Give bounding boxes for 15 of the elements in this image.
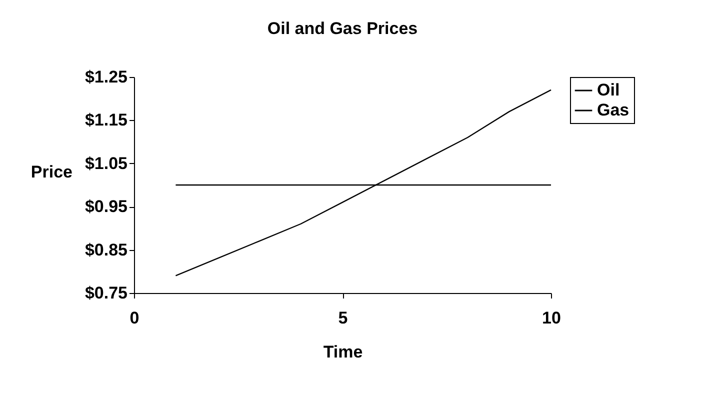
y-tick-label: $1.25 bbox=[84, 68, 128, 86]
chart-title: Oil and Gas Prices bbox=[267, 19, 418, 38]
y-tick-label: $1.05 bbox=[84, 154, 128, 173]
y-axis-title: Price bbox=[30, 162, 72, 182]
x-tick-label: 5 bbox=[338, 308, 348, 328]
legend-label: Gas bbox=[597, 100, 630, 120]
line-series bbox=[175, 89, 552, 276]
y-tick-label: $0.85 bbox=[84, 240, 128, 260]
x-axis-title: Time bbox=[323, 342, 363, 362]
legend-label: Oil bbox=[597, 80, 620, 100]
y-tick-label: $0.75 bbox=[84, 284, 128, 302]
y-tick-label: $0.95 bbox=[84, 197, 128, 216]
x-tick-label: 10 bbox=[542, 308, 561, 328]
x-tick-label: 0 bbox=[130, 308, 140, 328]
y-tick-label: $1.15 bbox=[84, 110, 128, 130]
